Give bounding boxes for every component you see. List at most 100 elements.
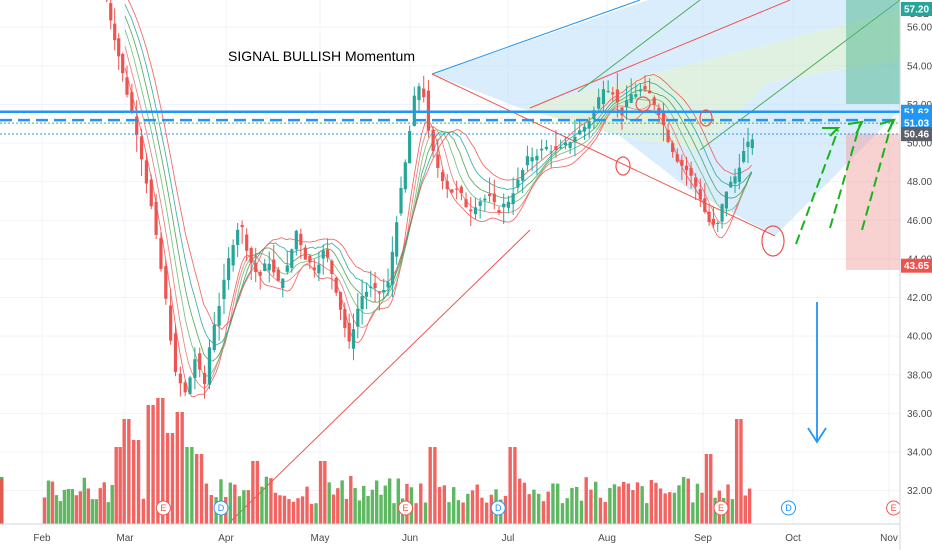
candle-body (312, 267, 316, 271)
candle-body (661, 111, 666, 125)
volume-bar (589, 489, 593, 524)
candle-body (648, 90, 652, 94)
volume-bar (237, 496, 242, 524)
candle-body (742, 151, 746, 162)
candle-body (492, 193, 496, 203)
candle-body (554, 146, 558, 151)
candle-body (222, 279, 226, 300)
volume-bar (340, 480, 344, 524)
price-tag-label: 57.20 (904, 5, 929, 16)
candle-body (707, 211, 711, 223)
candle-body (680, 159, 684, 166)
volume-bar (331, 494, 336, 524)
price-tag-label: 51.03 (904, 119, 929, 130)
candle-body (272, 259, 276, 273)
volume-bar (204, 483, 209, 524)
circle-bottom (761, 225, 785, 257)
target-zone-green (846, 0, 900, 104)
volume-bar (357, 500, 362, 524)
x-tick-label: Mar (116, 533, 134, 544)
candle-body (440, 172, 445, 182)
candle-body (592, 110, 596, 120)
x-tick-label: May (311, 533, 330, 544)
pitchfork-lower-line (431, 73, 776, 237)
candle-body (231, 245, 235, 266)
volume-bar (645, 503, 649, 524)
volume-bar (141, 498, 146, 524)
volume-bar (161, 398, 165, 524)
pitchfork-lower-blue (620, 60, 900, 236)
volume-bar (730, 499, 735, 524)
candle-body (254, 262, 258, 272)
volume-bar (447, 502, 451, 524)
event-marker-label: E (402, 503, 408, 513)
volume-bar (565, 498, 569, 524)
volume-bar (66, 489, 71, 524)
volume-bar (631, 490, 635, 524)
event-marker-label: E (718, 503, 724, 513)
candle-body (724, 191, 728, 209)
green-arrow-2 (829, 123, 861, 229)
volume-bar (375, 480, 379, 524)
volume-bar (475, 484, 479, 524)
x-tick-label: Jun (402, 533, 418, 544)
volume-bar (242, 490, 246, 524)
volume-bar (131, 440, 136, 524)
candle-body (652, 97, 656, 105)
volume-bar (273, 492, 278, 524)
candle-body (207, 347, 212, 385)
candle-body (390, 251, 394, 285)
candle-body (386, 282, 390, 288)
pitchfork-guide-a (577, 0, 701, 93)
volume-bar (527, 494, 531, 524)
candle-body (113, 23, 117, 41)
candle-body (535, 155, 539, 161)
ma-ribbon-line (124, 4, 752, 346)
candle-body (445, 181, 449, 190)
annotations (615, 96, 896, 444)
volume-bar (362, 485, 366, 524)
volume-bar (423, 502, 428, 524)
candle-body (198, 353, 202, 370)
candle-body (469, 209, 473, 212)
volume-bar (508, 447, 512, 524)
volume-bar (480, 497, 484, 524)
candle-body (121, 53, 125, 74)
earnings-marker: E (713, 500, 729, 516)
x-tick-label: Oct (785, 533, 801, 544)
volume-bar (419, 483, 423, 524)
candle-body (729, 181, 733, 188)
price-levels (0, 110, 900, 135)
candle-body (431, 129, 435, 152)
candle-body (716, 222, 720, 225)
candle-body (377, 292, 381, 294)
candle-body (294, 230, 298, 250)
volume-bar (598, 497, 603, 524)
candle-body (299, 233, 303, 246)
pitchfork (227, 0, 901, 525)
volume-bar (336, 488, 340, 524)
volume-bar (700, 492, 704, 524)
price-tag-bg (901, 258, 932, 273)
price-tag-bg (901, 2, 932, 16)
earnings-marker: E (398, 500, 413, 516)
candle-body (193, 359, 197, 379)
earnings-marker: E (886, 500, 902, 516)
volume-bar (522, 482, 527, 524)
dividend-marker: D (490, 500, 506, 516)
price-tag-bg (901, 116, 932, 131)
volume-bar (383, 485, 388, 524)
volume-bar (663, 493, 667, 524)
candle-body (516, 179, 520, 188)
candle-body (629, 94, 633, 103)
candle-body (395, 222, 399, 257)
candle-body (634, 94, 638, 97)
volume-bar (305, 486, 309, 524)
candle-body (568, 142, 572, 148)
volume-bar (686, 478, 690, 524)
volume-bar (695, 483, 700, 524)
volume-bar (260, 486, 264, 524)
volume-bar (264, 476, 269, 524)
candle-body (601, 89, 606, 105)
